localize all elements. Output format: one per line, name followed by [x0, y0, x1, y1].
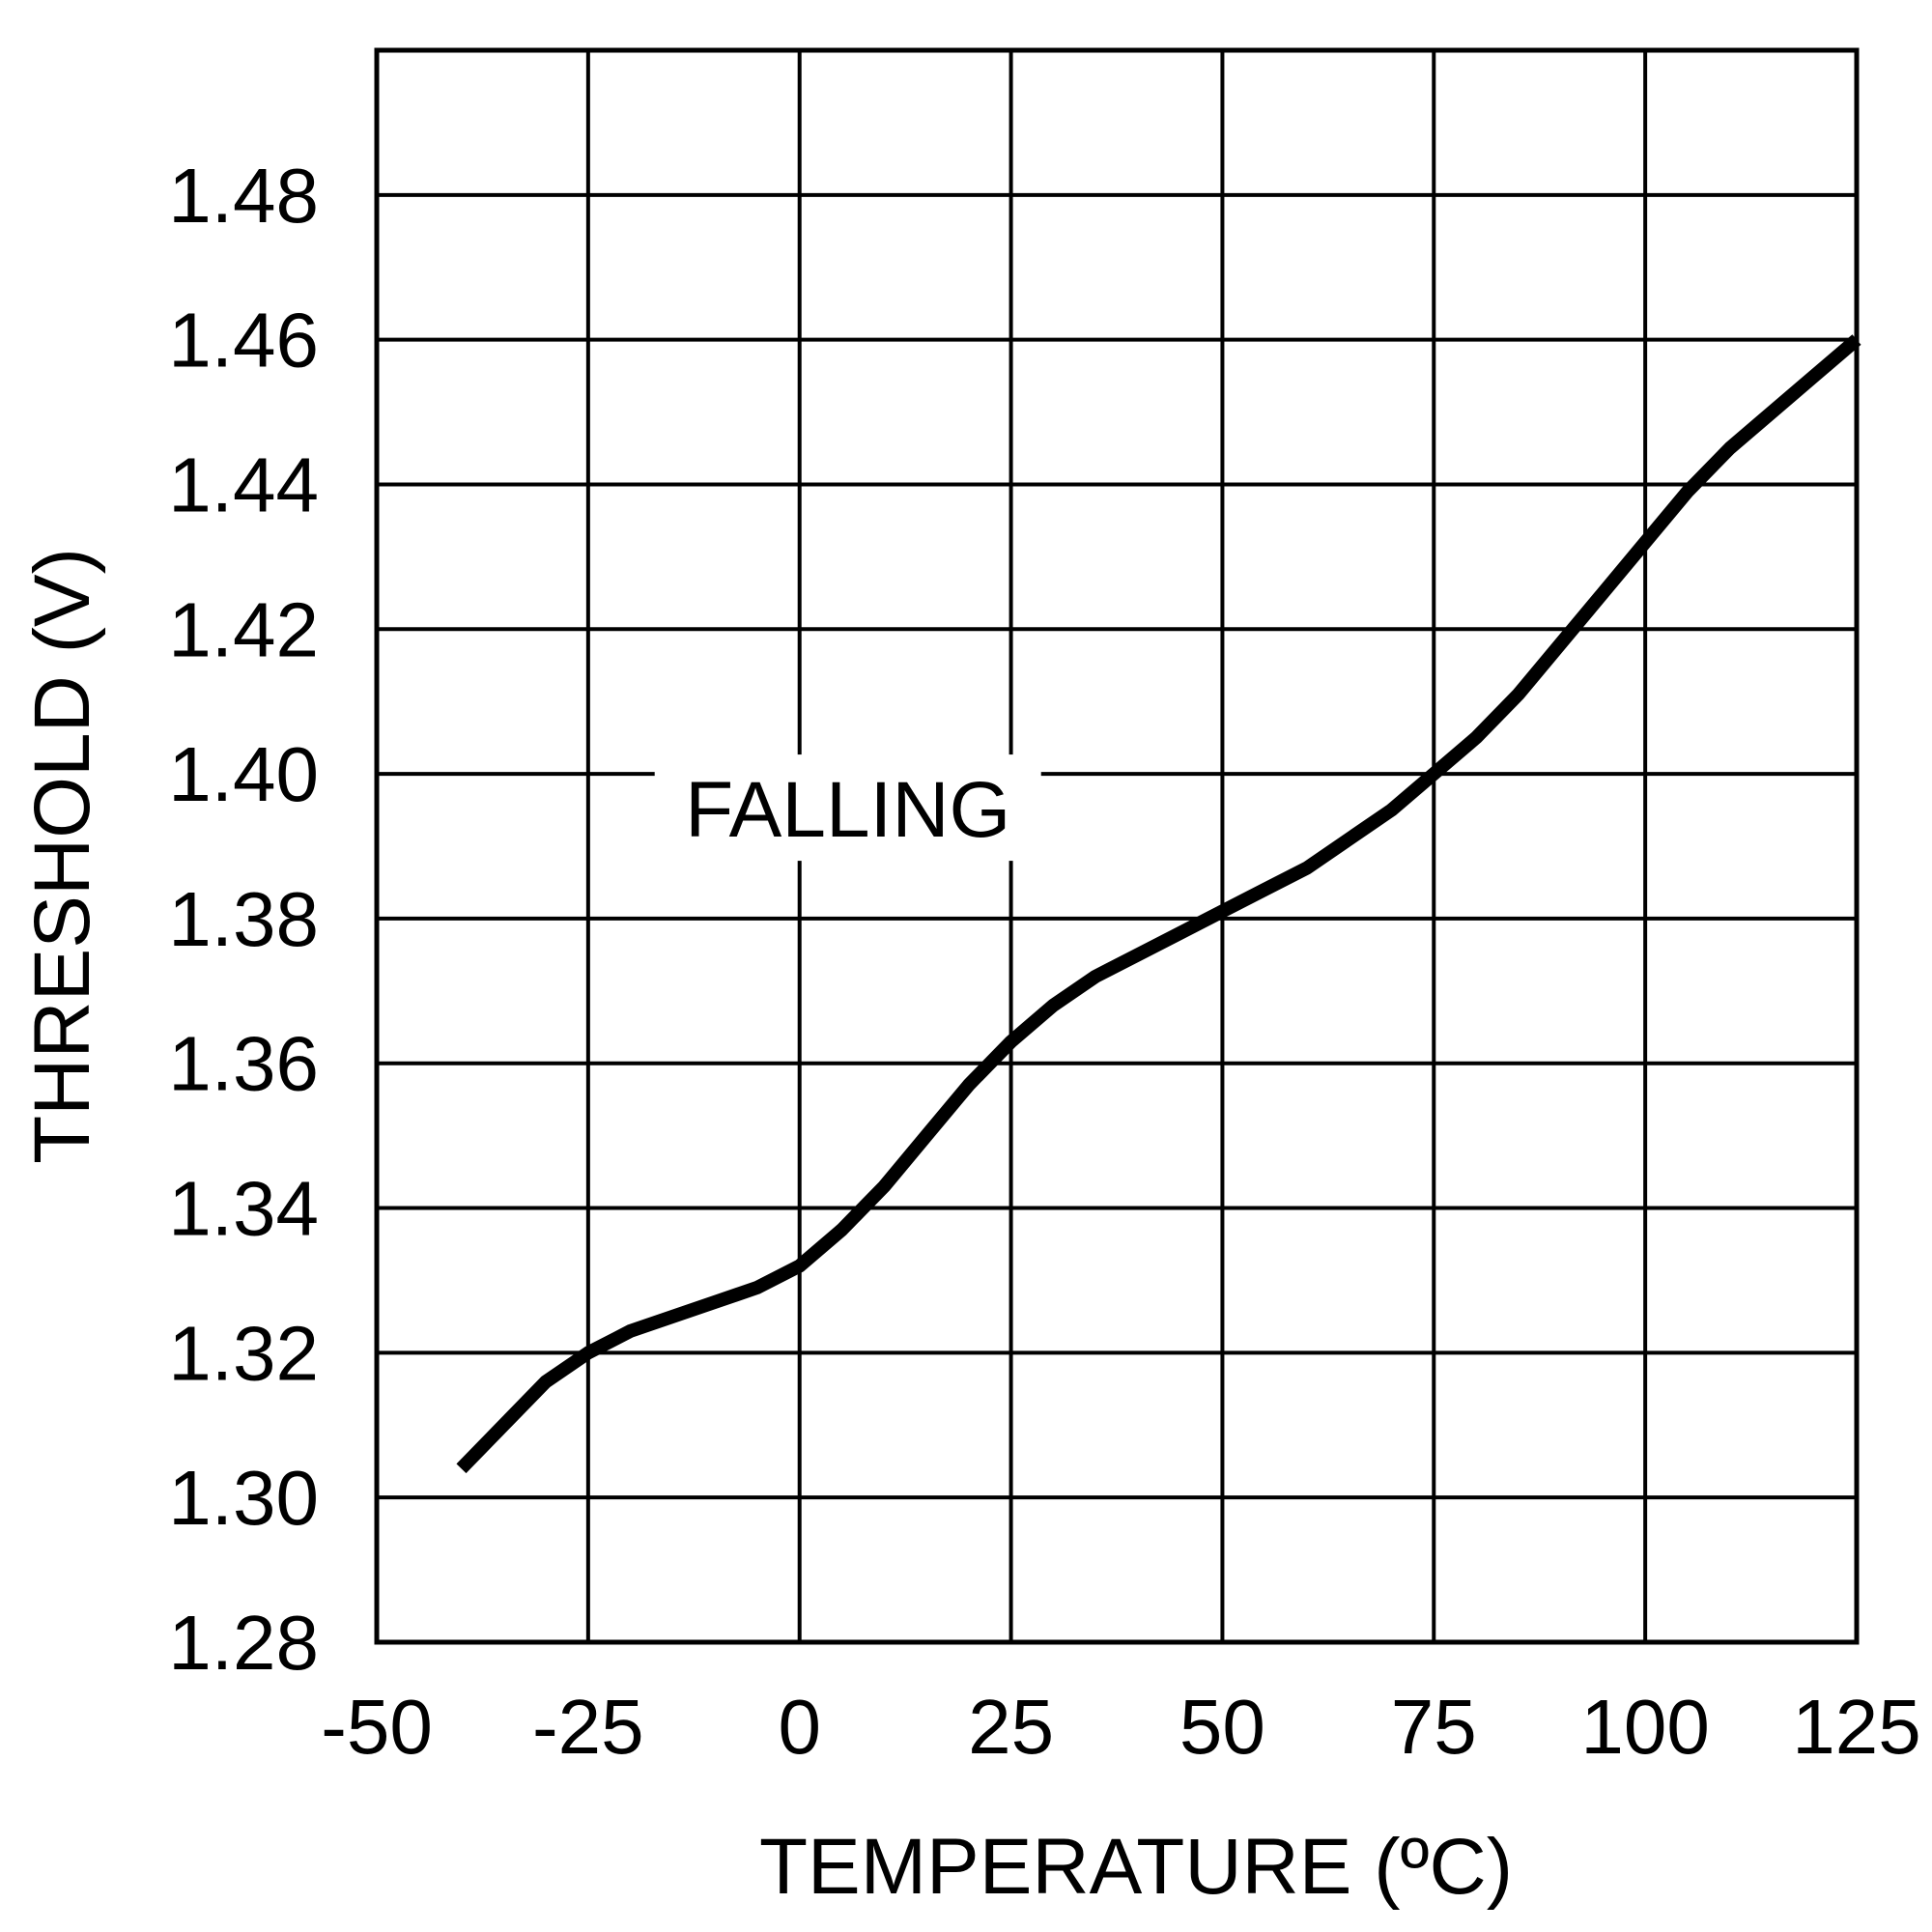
plot-frame	[374, 47, 1860, 1645]
y-tick-label: 1.48	[168, 153, 319, 239]
y-tick-label: 1.28	[168, 1600, 319, 1686]
y-tick-label: 1.46	[168, 298, 319, 384]
y-tick-label: 1.34	[168, 1166, 319, 1252]
tick-labels: -50 -25 0 25 50 75 100 125 1.28 1.30 1.32 1.34 1.36 1…	[168, 153, 1920, 1770]
annotation-background	[654, 754, 1041, 862]
x-tick-label: 0	[778, 1684, 821, 1770]
x-tick-label: 125	[1792, 1684, 1920, 1770]
y-tick-label: 1.30	[168, 1455, 319, 1541]
y-axis-label: THRESHOLD (V)	[18, 548, 106, 1164]
y-tick-label: 1.42	[168, 586, 319, 672]
falling-annotation: FALLING	[685, 766, 1010, 854]
y-tick-label: 1.32	[168, 1310, 319, 1396]
x-tick-label: 100	[1580, 1684, 1709, 1770]
x-tick-label: 50	[1179, 1684, 1265, 1770]
y-tick-label: 1.38	[168, 876, 319, 962]
y-tick-label: 1.44	[168, 441, 319, 527]
y-tick-label: 1.40	[168, 731, 319, 817]
series-line-threshold	[456, 334, 1861, 1474]
y-tick-label: 1.36	[168, 1021, 319, 1107]
x-axis-label: TEMPERATURE (ºC)	[759, 1823, 1513, 1911]
x-tick-label: 75	[1391, 1684, 1477, 1770]
x-tick-label: -50	[321, 1684, 433, 1770]
x-tick-label: 25	[968, 1684, 1054, 1770]
x-tick-label: -25	[532, 1684, 644, 1770]
grid	[377, 50, 1857, 1642]
